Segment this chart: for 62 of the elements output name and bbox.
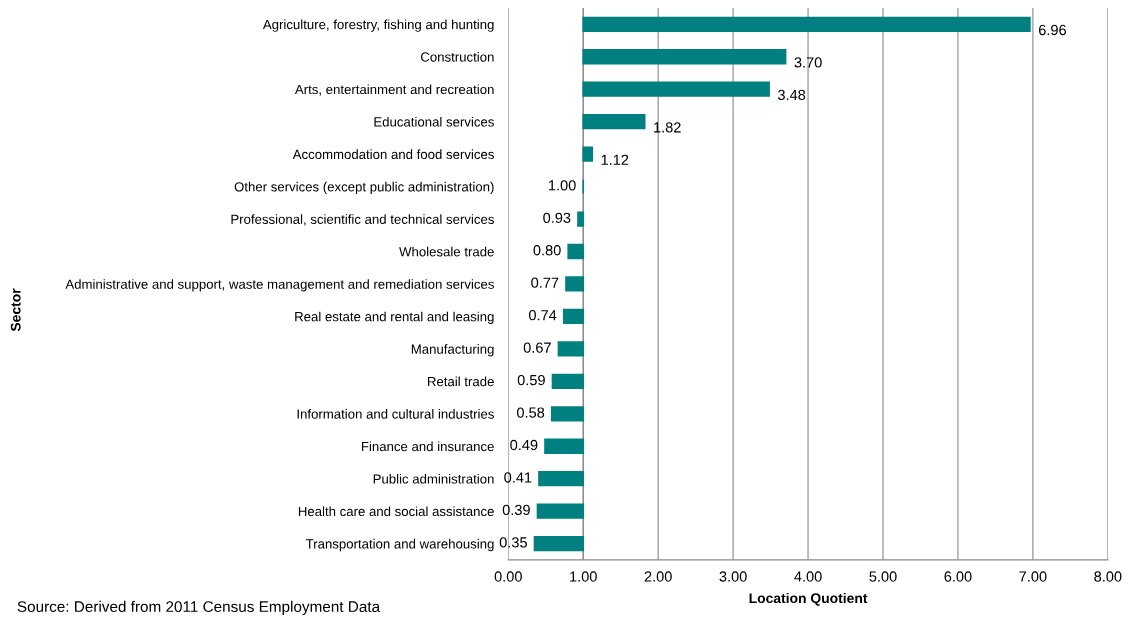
data-label: 0.49 bbox=[510, 439, 538, 451]
x-tick-label: 2.00 bbox=[644, 571, 672, 582]
data-label: 3.70 bbox=[794, 57, 822, 68]
bar bbox=[582, 114, 646, 130]
y-tick-label: Information and cultural industries bbox=[297, 409, 494, 419]
y-tick-label: Real estate and rental and leasing bbox=[295, 311, 494, 324]
y-tick-label: Construction bbox=[420, 51, 494, 62]
y-tick-label: Agriculture, forestry, fishing and hunting bbox=[262, 19, 494, 32]
bar bbox=[544, 438, 585, 454]
source-note: Source: Derived from 2011 Census Employment Data bbox=[17, 600, 381, 616]
data-label: 1.00 bbox=[549, 180, 576, 191]
bar bbox=[557, 341, 585, 357]
x-axis-title: Location Quotient bbox=[749, 592, 868, 606]
y-tick-label: Professional, scientific and technical services bbox=[231, 214, 494, 226]
y-tick-label: Arts, entertainment and recreation bbox=[294, 84, 494, 96]
bar bbox=[565, 276, 585, 292]
bar bbox=[551, 373, 585, 389]
x-tick-label: 5.00 bbox=[869, 571, 897, 582]
y-tick-label: Finance and insurance bbox=[361, 441, 494, 452]
data-label: 0.74 bbox=[528, 310, 557, 321]
x-tick-label: 0.00 bbox=[494, 571, 522, 582]
data-label: 0.67 bbox=[523, 342, 551, 353]
data-label: 0.58 bbox=[516, 407, 545, 418]
y-tick-label: Health care and social assistance bbox=[298, 506, 494, 517]
bar bbox=[577, 211, 585, 227]
y-tick-label: Wholesale trade bbox=[399, 246, 494, 257]
data-label: 0.77 bbox=[531, 277, 559, 288]
bar bbox=[562, 308, 585, 325]
data-label: 3.48 bbox=[777, 89, 806, 101]
x-tick-label: 1.00 bbox=[570, 571, 597, 582]
x-tick-label: 8.00 bbox=[1094, 571, 1122, 582]
data-label: 0.35 bbox=[499, 537, 527, 548]
y-tick-label: Public administration bbox=[373, 473, 494, 484]
x-tick-label: 4.00 bbox=[794, 571, 822, 582]
data-label: 6.96 bbox=[1038, 24, 1066, 36]
bar bbox=[538, 471, 585, 487]
bar bbox=[533, 535, 585, 552]
data-label: 0.59 bbox=[517, 374, 545, 386]
bar bbox=[582, 81, 770, 97]
data-label: 1.82 bbox=[654, 122, 681, 133]
data-label: 0.93 bbox=[543, 212, 571, 223]
data-label: 0.41 bbox=[504, 472, 532, 483]
y-tick-label: Other services (except public administration) bbox=[234, 181, 494, 195]
data-label: 0.80 bbox=[533, 245, 561, 256]
y-tick-label: Retail trade bbox=[428, 376, 494, 387]
x-tick-label: 3.00 bbox=[719, 571, 747, 582]
y-tick-label: Transportation and warehousing bbox=[305, 538, 494, 552]
y-tick-label: Educational services bbox=[374, 116, 494, 127]
bar bbox=[582, 49, 787, 65]
y-tick-label: Administrative and support, waste management and remediation services bbox=[65, 279, 494, 292]
y-tick-label: Manufacturing bbox=[411, 344, 494, 357]
y-axis-title: Sector bbox=[10, 288, 21, 332]
bar bbox=[536, 503, 585, 519]
bar bbox=[550, 406, 585, 422]
bar bbox=[582, 146, 594, 162]
x-tick-label: 6.00 bbox=[944, 571, 972, 582]
bar bbox=[582, 16, 1031, 32]
data-label: 0.39 bbox=[502, 504, 530, 516]
bar bbox=[567, 243, 585, 260]
y-tick-label: Accommodation and food services bbox=[292, 149, 494, 160]
x-tick-label: 7.00 bbox=[1019, 571, 1047, 582]
data-label: 1.12 bbox=[601, 154, 629, 165]
